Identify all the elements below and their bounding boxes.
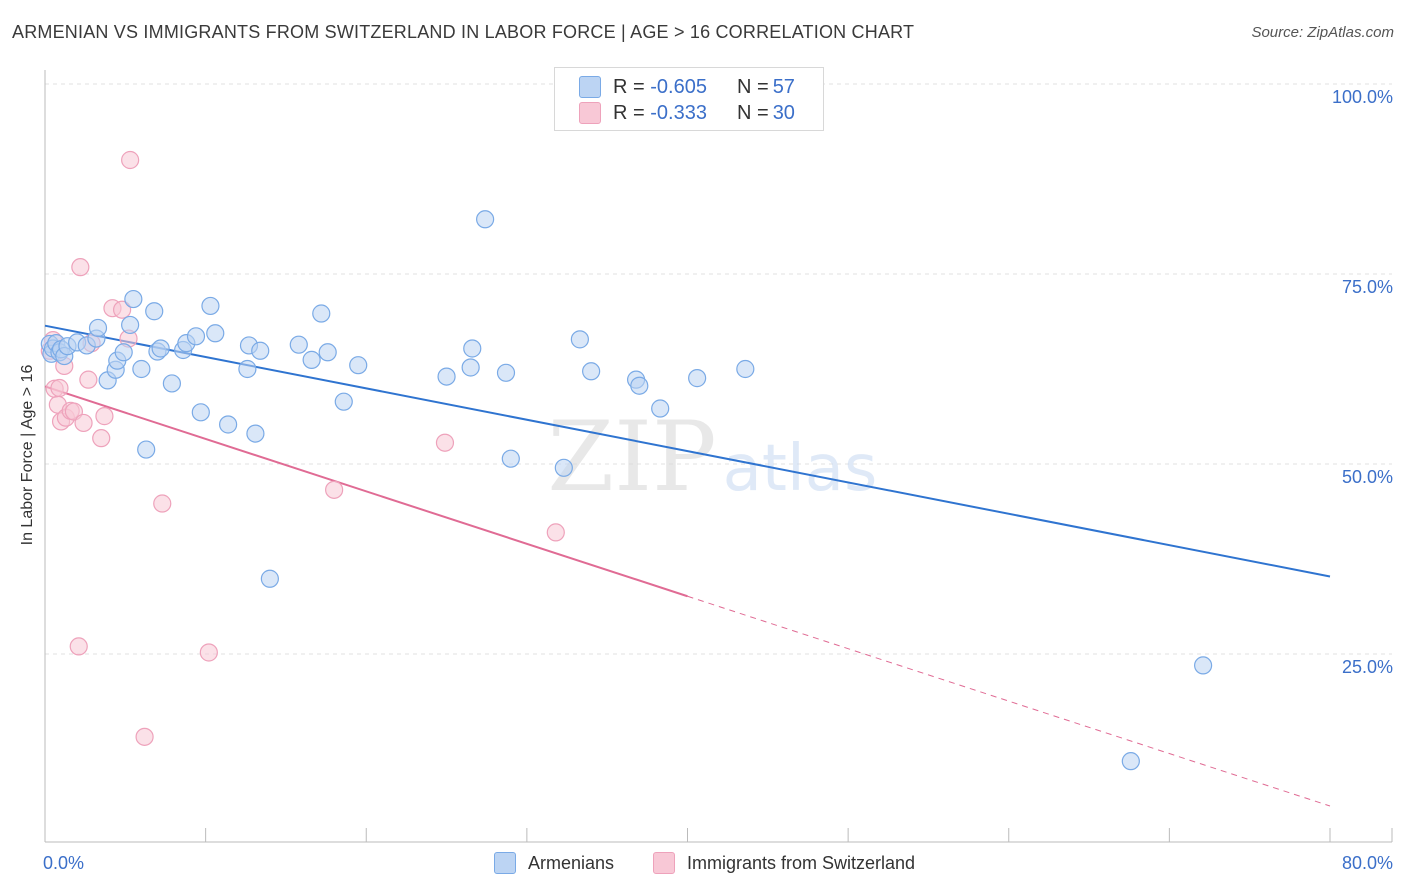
watermark-zip: ZIP <box>547 401 716 513</box>
point-immigrants-4 <box>50 378 69 398</box>
point-immigrants-16 <box>95 407 114 426</box>
point-armenians-52 <box>630 376 649 395</box>
point-immigrants-18 <box>112 300 132 319</box>
chart-title: ARMENIAN VS IMMIGRANTS FROM SWITZERLAND … <box>12 22 915 42</box>
point-immigrants-15 <box>92 429 111 448</box>
point-immigrants-10 <box>69 637 88 656</box>
legend-n-value-immigrants: 30 <box>772 101 795 124</box>
trend-line-immigrants-solid <box>44 385 688 598</box>
x-tick-label-0: 0.0% <box>43 853 84 873</box>
point-armenians-41 <box>349 356 368 375</box>
legend-n-value-armenians: 57 <box>772 75 795 98</box>
point-armenians-49 <box>570 330 589 349</box>
point-armenians-43 <box>461 358 480 377</box>
point-armenians-29 <box>206 324 225 343</box>
legend-item-immigrants[interactable]: Immigrants from Switzerland <box>653 852 915 874</box>
point-armenians-19 <box>137 440 156 459</box>
point-immigrants-26 <box>546 523 565 542</box>
point-immigrants-20 <box>121 150 140 170</box>
correlation-legend: R = -0.605 N = 57 R = -0.333 N = 30 <box>554 67 824 131</box>
point-armenians-18 <box>132 359 151 379</box>
point-armenians-30 <box>219 415 238 434</box>
legend-swatch-immigrants <box>653 852 675 874</box>
tick-labels: 25.0% 50.0% 75.0% 100.0% 0.0% 80.0% <box>43 87 1393 873</box>
legend-r-value-immigrants: -0.333 <box>650 101 707 124</box>
legend-n-label: N = <box>737 75 769 98</box>
point-armenians-27 <box>191 403 210 422</box>
source-credit: Source: ZipAtlas.com <box>1251 24 1394 41</box>
point-immigrants-23 <box>199 643 218 662</box>
x-tick-label-80: 80.0% <box>1342 853 1393 873</box>
legend-swatch-armenians <box>494 852 516 874</box>
point-armenians-56 <box>1121 752 1140 771</box>
point-armenians-54 <box>688 369 707 388</box>
point-armenians-16 <box>121 315 140 335</box>
series-immigrants-points <box>40 150 565 746</box>
point-armenians-47 <box>501 449 520 468</box>
point-immigrants-25 <box>435 433 455 452</box>
point-armenians-42 <box>437 367 456 386</box>
point-immigrants-11 <box>71 258 90 277</box>
point-immigrants-12 <box>74 413 93 433</box>
legend-swatch-armenians <box>579 76 601 98</box>
series-legend: Armenians Immigrants from Switzerland <box>0 852 1406 876</box>
legend-swatch-immigrants <box>579 102 601 124</box>
point-immigrants-24 <box>325 480 344 499</box>
point-immigrants-21 <box>135 727 154 746</box>
legend-row-immigrants: R = -0.333 N = 30 <box>579 101 795 125</box>
legend-n-label: N = <box>737 101 769 124</box>
point-armenians-26 <box>186 327 206 346</box>
point-immigrants-13 <box>79 370 98 389</box>
point-armenians-34 <box>251 341 270 360</box>
point-armenians-50 <box>582 362 601 381</box>
point-armenians-37 <box>302 350 321 369</box>
legend-label-immigrants: Immigrants from Switzerland <box>687 852 916 873</box>
legend-item-armenians[interactable]: Armenians <box>494 852 614 874</box>
point-armenians-33 <box>246 424 265 443</box>
trend-line-armenians <box>44 324 1331 578</box>
y-tick-label-75: 75.0% <box>1342 277 1393 297</box>
watermark: ZIP atlas <box>547 401 877 513</box>
point-armenians-23 <box>162 374 181 393</box>
point-armenians-45 <box>476 210 495 229</box>
legend-r-value-armenians: -0.605 <box>650 75 707 98</box>
axes <box>44 70 1393 843</box>
trend-lines <box>44 324 1331 807</box>
point-armenians-53 <box>651 399 670 418</box>
y-tick-label-50: 50.0% <box>1342 467 1393 487</box>
point-armenians-20 <box>145 302 164 321</box>
watermark-atlas: atlas <box>723 432 878 506</box>
trend-line-immigrants-dashed <box>687 595 1331 807</box>
point-armenians-35 <box>260 569 279 588</box>
point-armenians-48 <box>554 458 573 477</box>
point-armenians-28 <box>201 296 220 316</box>
series-armenians-points <box>40 210 1213 771</box>
y-tick-label-100: 100.0% <box>1332 87 1393 107</box>
point-armenians-46 <box>496 363 516 382</box>
legend-r-label: R = <box>613 101 651 124</box>
point-armenians-55 <box>736 359 755 379</box>
point-armenians-39 <box>318 343 337 362</box>
y-tick-label-25: 25.0% <box>1342 657 1393 677</box>
point-armenians-40 <box>334 392 353 411</box>
point-armenians-22 <box>151 339 170 358</box>
gridlines <box>45 83 1392 655</box>
point-armenians-57 <box>1194 656 1213 675</box>
point-armenians-17 <box>124 289 143 309</box>
legend-r-label: R = <box>613 75 651 98</box>
point-armenians-15 <box>114 343 133 362</box>
point-armenians-31 <box>238 359 257 379</box>
point-armenians-38 <box>312 304 331 323</box>
point-armenians-11 <box>88 318 108 338</box>
point-armenians-44 <box>463 339 482 358</box>
legend-label-armenians: Armenians <box>528 852 615 873</box>
point-immigrants-22 <box>153 494 172 513</box>
legend-row-armenians: R = -0.605 N = 57 <box>579 75 795 99</box>
point-armenians-36 <box>289 335 308 354</box>
